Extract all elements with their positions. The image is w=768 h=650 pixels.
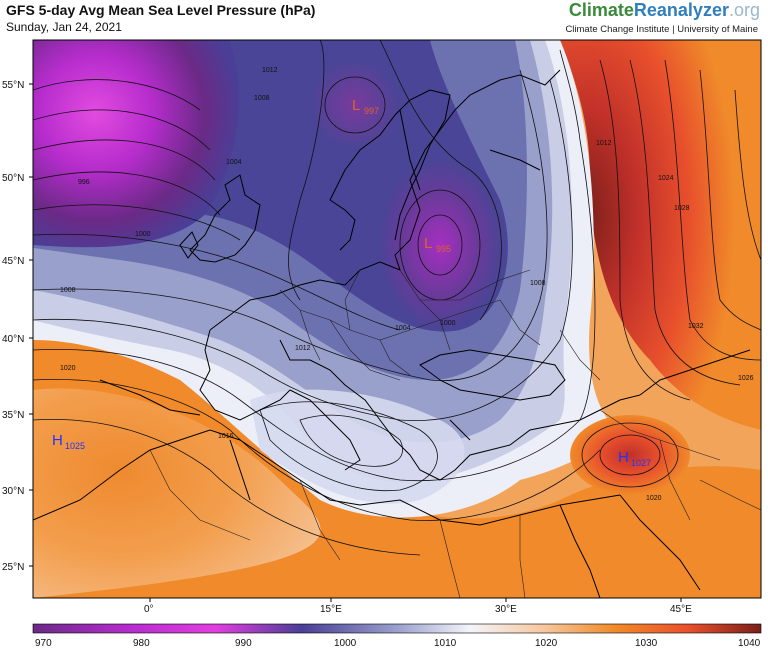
lon-tick-label: 45°E [670,604,692,615]
isobar-lines [33,40,761,556]
contour-label: 1008 [530,280,546,287]
map-area[interactable]: 1012 1008 1004 996 1000 1008 1020 1016 1… [33,40,761,598]
brand-subtitle: Climate Change Institute | University of… [565,24,758,35]
colorbar-label: 980 [133,638,150,649]
low-center: L 995 [424,235,451,254]
colorbar-label: 970 [35,638,52,649]
contour-label: 1024 [658,175,674,182]
high-letter: H [52,432,63,449]
lat-tick-label: 55°N [2,80,24,91]
contour-label: 1020 [60,365,76,372]
contour-label: 1032 [688,323,704,330]
contour-label: 1026 [738,375,754,382]
brand-part-1: Climate [568,0,634,20]
lat-tick-label: 45°N [2,256,24,267]
contour-label: 1004 [395,325,411,332]
longitude-axis: 0° 15°E 30°E 45°E [144,598,692,615]
contour-label: 1000 [135,231,151,238]
contour-label: 1004 [226,159,242,166]
borders [149,269,761,598]
high-value: 1025 [65,441,85,451]
colorbar-label: 1040 [738,638,761,649]
contour-labels: 1012 1008 1004 996 1000 1008 1020 1016 1… [60,67,754,502]
lat-tick-label: 30°N [2,486,24,497]
colorbar: 970 980 990 1000 1010 1020 1030 1040 [32,623,762,649]
contour-label: 1012 [596,140,612,147]
colorbar-label: 1020 [535,638,558,649]
contour-label: 1028 [674,205,690,212]
contour-label: 1020 [646,495,662,502]
low-value: 997 [364,106,379,116]
colorbar-gradient [32,623,762,634]
lon-tick-label: 0° [144,604,154,615]
coastlines [33,69,751,598]
lat-tick-label: 35°N [2,410,24,421]
lat-tick-label: 50°N [2,173,24,184]
contour-label: 1012 [262,67,278,74]
contour-label: 1016 [218,433,234,440]
low-center: L 997 [352,97,379,116]
brand-part-2: Reanalyzer [633,0,729,20]
brand-logo[interactable]: ClimateReanalyzer.org [569,0,760,21]
contour-label: 1000 [440,320,456,327]
lon-tick-label: 30°E [495,604,517,615]
high-center: H 1025 [52,432,85,451]
colorbar-label: 1030 [635,638,658,649]
high-value: 1027 [631,458,651,468]
low-value: 995 [436,244,451,254]
contour-label: 1012 [295,345,311,352]
contour-label: 996 [78,179,90,186]
map-title: GFS 5-day Avg Mean Sea Level Pressure (h… [6,2,316,18]
high-center: H 1027 [618,449,651,468]
colorbar-label: 990 [235,638,252,649]
low-letter: L [424,235,432,252]
high-letter: H [618,449,629,466]
brand-part-3: .org [728,0,760,20]
contour-label: 1008 [254,95,270,102]
pressure-centers: L 997 L 995 H 1025 H 1027 [52,97,651,468]
lon-tick-label: 15°E [320,604,342,615]
contour-label: 1008 [60,287,76,294]
latitude-axis: 55°N 50°N 45°N 40°N 35°N 30°N 25°N [2,80,33,573]
map-frame [32,39,762,599]
map-date: Sunday, Jan 24, 2021 [6,20,122,34]
lat-tick-label: 25°N [2,562,24,573]
low-letter: L [352,97,360,114]
lat-tick-label: 40°N [2,334,24,345]
colorbar-label: 1010 [434,638,457,649]
colorbar-label: 1000 [334,638,357,649]
